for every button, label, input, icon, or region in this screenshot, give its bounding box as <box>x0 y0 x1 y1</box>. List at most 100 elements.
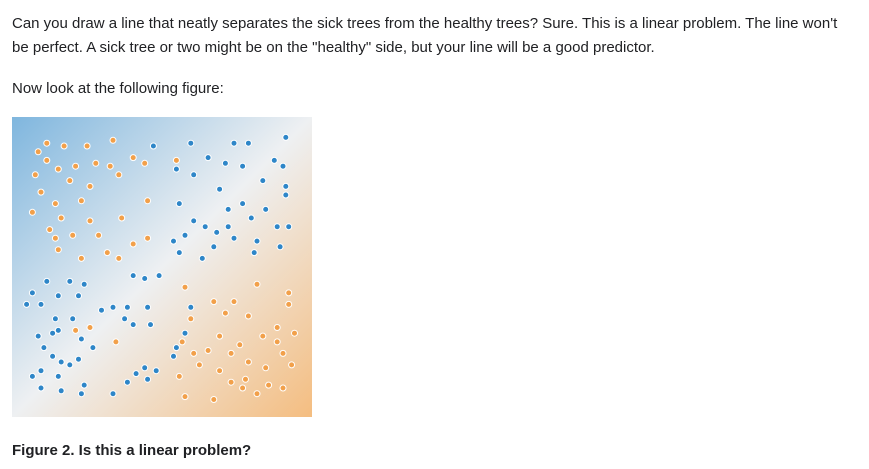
healthy-tree-point <box>132 370 140 378</box>
healthy-tree-point <box>282 182 290 190</box>
sick-tree-point <box>285 289 293 297</box>
healthy-tree-point <box>37 384 45 392</box>
healthy-tree-point <box>75 355 82 363</box>
healthy-tree-point <box>239 200 247 208</box>
sick-tree-point <box>72 326 80 334</box>
healthy-tree-point <box>247 214 255 222</box>
healthy-tree-point <box>253 237 261 245</box>
sick-tree-point <box>172 156 180 164</box>
healthy-tree-point <box>147 321 154 329</box>
healthy-tree-point <box>250 249 258 257</box>
sick-tree-point <box>273 324 281 331</box>
sick-tree-point <box>262 364 270 372</box>
sick-tree-point <box>106 162 114 170</box>
sick-tree-point <box>115 254 123 262</box>
sick-tree-point <box>230 298 238 306</box>
healthy-tree-point <box>123 378 131 386</box>
sick-tree-point <box>144 234 152 242</box>
sick-tree-point <box>178 338 186 346</box>
healthy-tree-point <box>230 234 238 242</box>
sick-tree-point <box>92 159 100 167</box>
sick-tree-point <box>279 384 287 392</box>
healthy-tree-point <box>244 139 252 147</box>
sick-tree-point <box>72 162 80 170</box>
sick-tree-point <box>60 142 68 150</box>
healthy-tree-point <box>149 142 157 150</box>
healthy-tree-point <box>37 300 45 308</box>
healthy-tree-point <box>28 372 36 380</box>
sick-tree-point <box>279 349 287 357</box>
sick-tree-point <box>221 309 229 317</box>
healthy-tree-point <box>54 292 62 300</box>
intro-paragraph: Can you draw a line that neatly separate… <box>12 15 838 56</box>
healthy-tree-point <box>49 329 57 337</box>
sick-tree-point <box>288 361 296 369</box>
sick-tree-point <box>227 378 235 386</box>
sick-tree-point <box>204 347 212 354</box>
healthy-tree-point <box>54 372 62 380</box>
healthy-tree-point <box>141 364 149 372</box>
healthy-tree-point <box>230 139 238 147</box>
sick-tree-point <box>86 324 94 331</box>
healthy-tree-point <box>259 177 267 185</box>
sick-tree-point <box>216 332 224 340</box>
plot-background <box>12 117 312 417</box>
healthy-tree-point <box>221 159 229 167</box>
healthy-tree-point <box>129 272 137 280</box>
sick-tree-point <box>28 208 36 216</box>
sick-tree-point <box>54 165 62 173</box>
sick-tree-point <box>86 217 94 225</box>
sick-tree-point <box>43 156 51 164</box>
sick-tree-point <box>86 182 94 190</box>
sick-tree-series <box>28 136 298 403</box>
healthy-tree-point <box>181 329 189 337</box>
sick-tree-point <box>190 349 198 357</box>
healthy-tree-point <box>80 381 88 389</box>
healthy-tree-point <box>152 367 160 375</box>
healthy-tree-point <box>57 358 65 366</box>
sick-tree-point <box>259 332 267 340</box>
healthy-tree-point <box>40 344 48 352</box>
sick-tree-point <box>195 361 203 369</box>
healthy-tree-point <box>49 352 57 360</box>
sick-tree-point <box>83 142 91 150</box>
sick-tree-point <box>57 214 65 222</box>
sick-tree-point <box>69 231 77 239</box>
sick-tree-point <box>51 200 59 208</box>
sick-tree-point <box>244 312 252 320</box>
healthy-tree-point <box>121 315 129 323</box>
sick-tree-point <box>291 329 298 337</box>
tree-scatter-figure <box>12 117 312 417</box>
healthy-tree-point <box>23 300 31 308</box>
healthy-tree-point <box>282 191 290 199</box>
healthy-tree-point <box>273 223 281 231</box>
healthy-tree-point <box>144 375 152 383</box>
sick-tree-point <box>51 234 59 242</box>
healthy-tree-point <box>109 390 117 398</box>
sick-tree-point <box>236 341 244 349</box>
sick-tree-point <box>95 231 103 239</box>
sick-tree-point <box>141 159 149 167</box>
figure-caption: Figure 2. Is this a linear problem? <box>12 442 252 459</box>
healthy-tree-point <box>175 249 183 257</box>
healthy-tree-point <box>270 156 278 164</box>
healthy-tree-point <box>129 321 137 329</box>
sick-tree-point <box>216 367 224 375</box>
healthy-tree-point <box>187 303 195 311</box>
scatter-plot <box>12 117 312 417</box>
sick-tree-point <box>115 171 123 179</box>
healthy-tree-point <box>66 361 74 369</box>
sick-tree-point <box>31 171 39 179</box>
healthy-tree-point <box>224 205 232 213</box>
healthy-tree-point <box>98 306 105 314</box>
sick-tree-point <box>46 226 54 234</box>
healthy-tree-point <box>172 165 180 173</box>
healthy-tree-point <box>282 133 290 141</box>
healthy-tree-point <box>43 277 51 285</box>
sick-tree-point <box>118 214 126 222</box>
healthy-tree-point <box>170 237 177 245</box>
sick-tree-point <box>103 249 111 257</box>
healthy-tree-point <box>34 332 42 340</box>
sick-tree-point <box>253 390 261 398</box>
healthy-tree-point <box>155 272 163 280</box>
